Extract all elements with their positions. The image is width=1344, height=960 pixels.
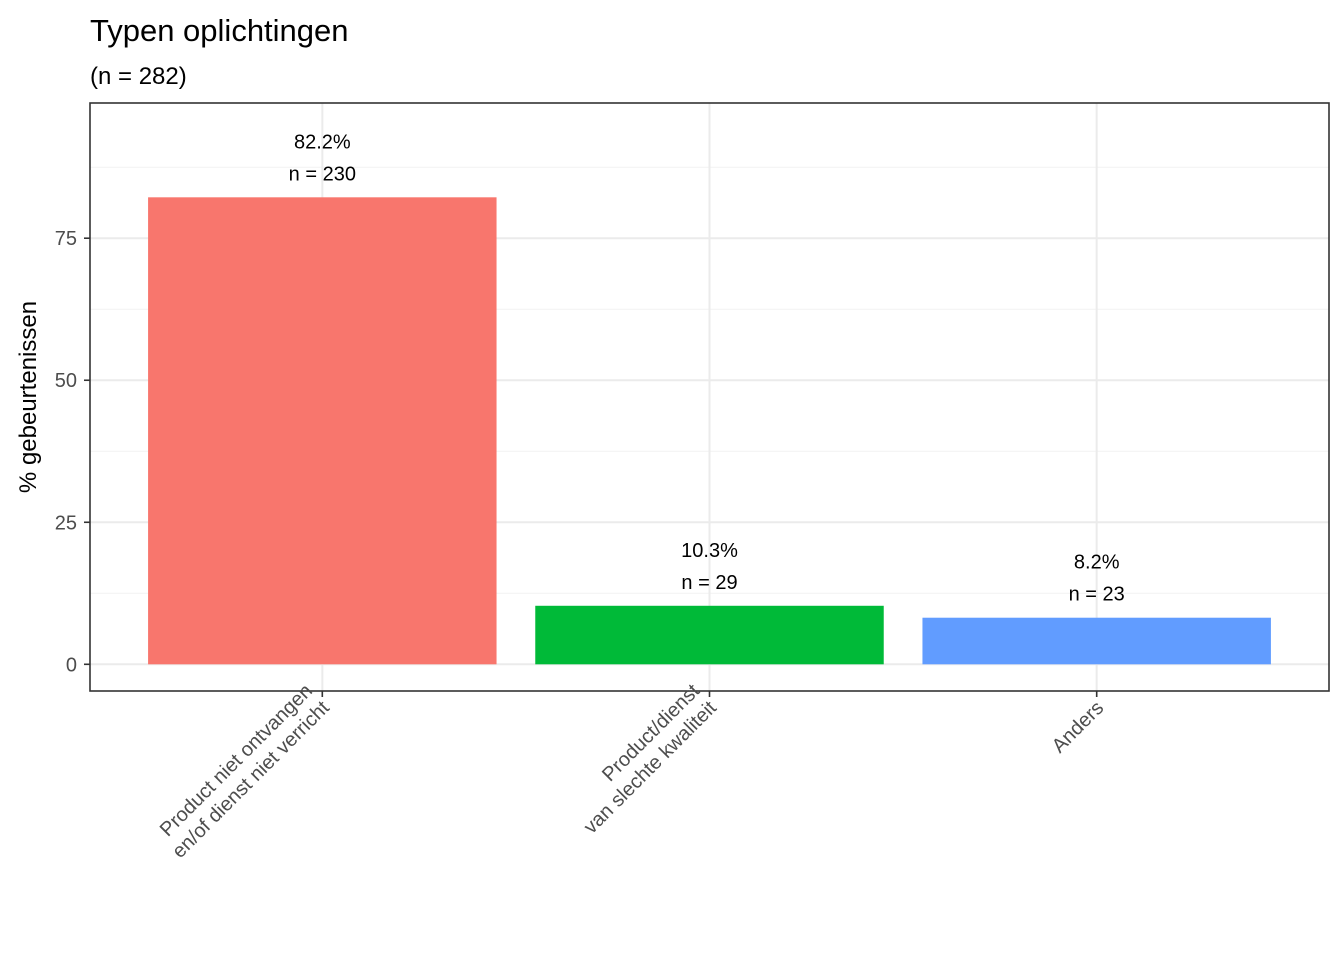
y-tick-label: 25 <box>55 512 77 534</box>
x-axis: Product niet ontvangenen/of dienst niet … <box>151 680 1108 863</box>
data-label-percent: 82.2% <box>294 131 351 153</box>
y-tick-label: 75 <box>55 228 77 250</box>
chart-subtitle: (n = 282) <box>90 63 187 90</box>
data-labels: 82.2% n = 230 10.3% n = 29 8.2% n = 23 <box>289 131 1125 605</box>
bar <box>535 605 884 665</box>
chart-title: Typen oplichtingen <box>90 13 349 48</box>
data-label-count: n = 23 <box>1069 584 1125 606</box>
x-tick-label: Product/dienstvan slechte kwaliteit <box>563 680 722 839</box>
x-tick-label: Anders <box>1048 697 1108 757</box>
bars <box>148 197 1271 665</box>
y-tick-label: 50 <box>55 370 77 392</box>
data-label-count: n = 230 <box>289 163 356 185</box>
data-label-count: n = 29 <box>681 572 737 594</box>
data-label-percent: 10.3% <box>681 540 738 562</box>
y-axis-label: % gebeurtenissen <box>15 301 42 493</box>
bar <box>922 617 1271 665</box>
bar <box>148 197 497 665</box>
y-tick-label: 0 <box>66 654 77 676</box>
data-label-percent: 8.2% <box>1074 552 1120 574</box>
x-tick-label: Product niet ontvangenen/of dienst niet … <box>151 680 334 863</box>
y-axis: 0 25 50 75 <box>55 228 90 676</box>
